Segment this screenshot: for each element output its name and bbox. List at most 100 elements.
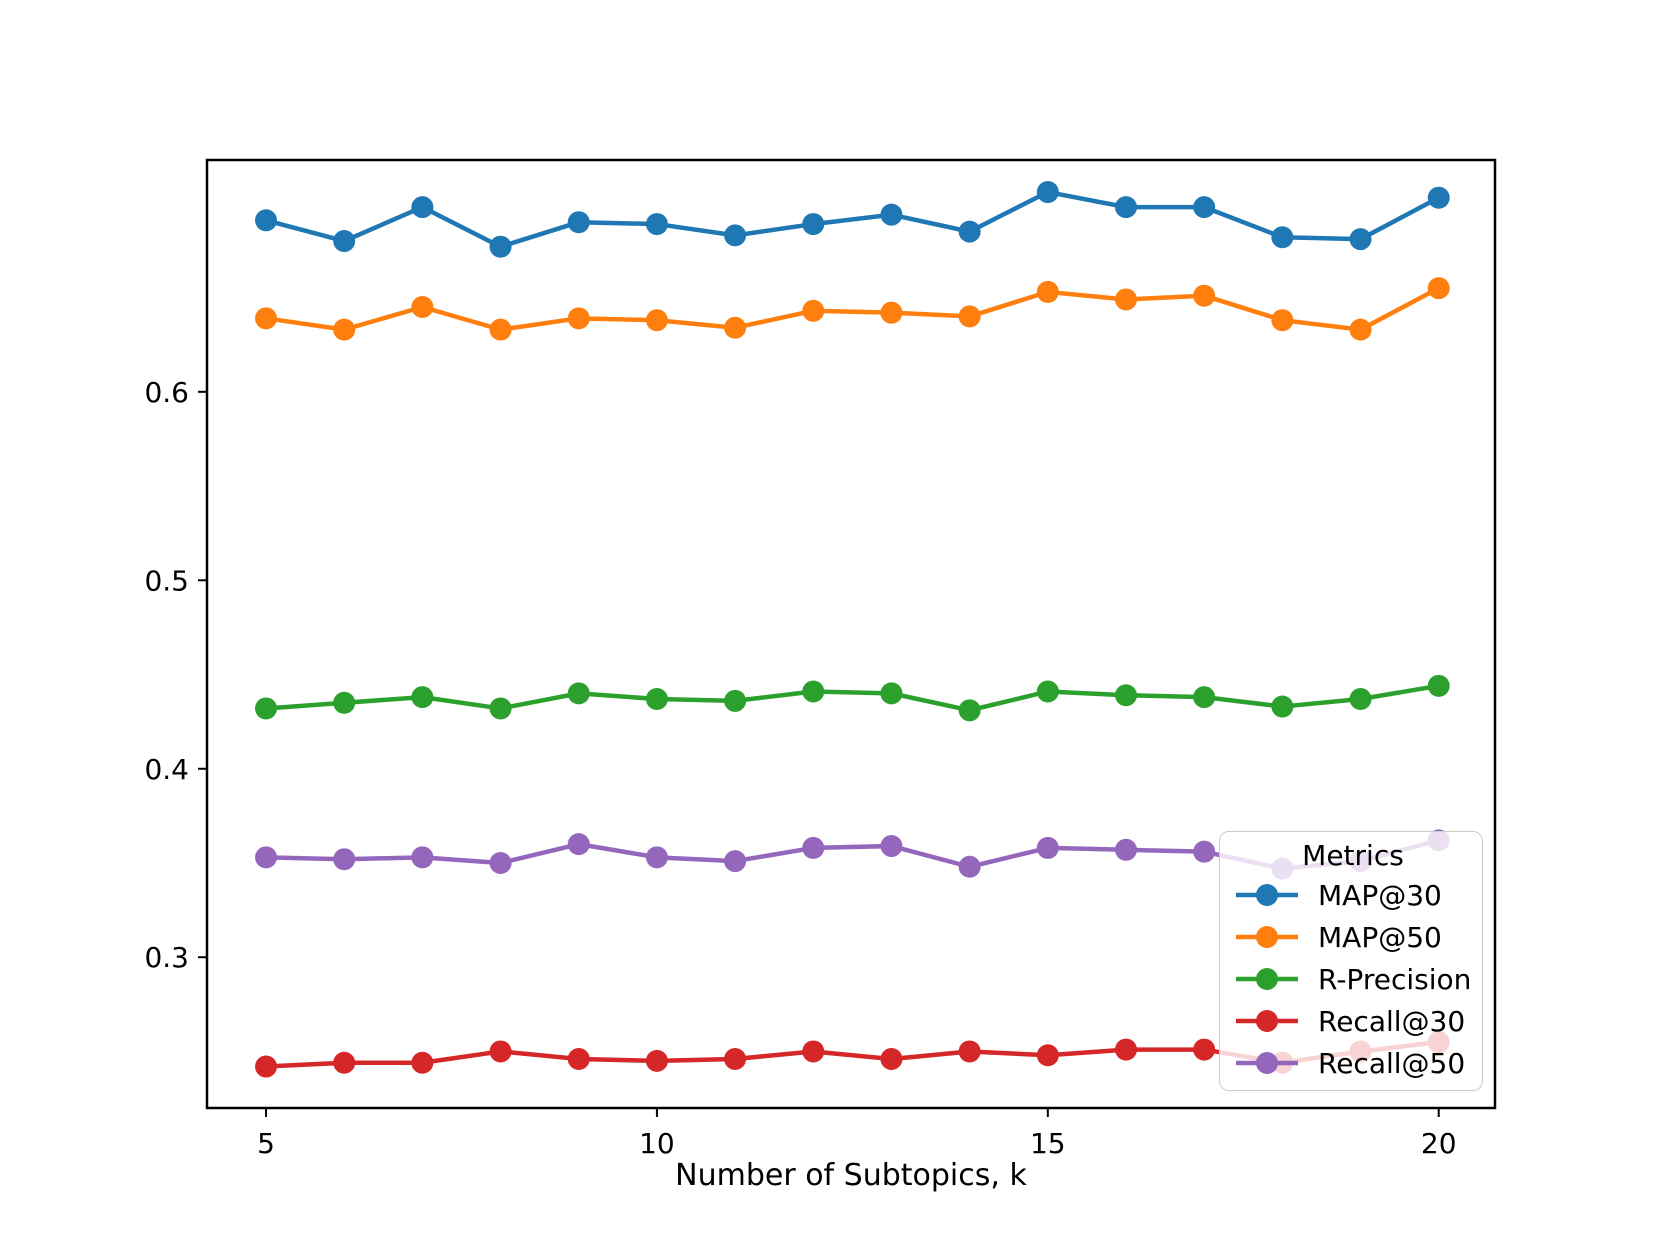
series-marker-rprecision [255, 697, 278, 720]
series-marker-recall30 [880, 1047, 903, 1070]
x-tick-label: 5 [257, 1127, 275, 1160]
x-axis-label: Number of Subtopics, k [675, 1158, 1027, 1193]
series-marker-recall30 [255, 1055, 278, 1078]
series-marker-recall50 [255, 846, 278, 869]
series-marker-map30 [645, 213, 668, 236]
series-marker-map30 [567, 211, 590, 234]
series-marker-map50 [958, 305, 981, 328]
series-marker-recall30 [1036, 1044, 1059, 1067]
series-marker-recall30 [645, 1049, 668, 1072]
series-marker-map50 [255, 307, 278, 330]
y-tick-label: 0.3 [144, 941, 189, 974]
series-marker-rprecision [567, 682, 590, 705]
x-tick-label: 20 [1421, 1127, 1457, 1160]
series-marker-map30 [1271, 226, 1294, 249]
series-marker-map50 [724, 316, 747, 339]
series-marker-recall30 [567, 1047, 590, 1070]
series-marker-recall50 [645, 846, 668, 869]
series-marker-map50 [567, 307, 590, 330]
series-marker-recall30 [1193, 1038, 1216, 1061]
series-marker-map30 [1427, 186, 1450, 209]
y-tick-label: 0.6 [144, 376, 189, 409]
series-marker-recall30 [489, 1040, 512, 1063]
legend-entry-map30: MAP@30 [1234, 874, 1472, 916]
series-marker-rprecision [1349, 688, 1372, 711]
series-marker-recall30 [333, 1051, 356, 1074]
series-marker-recall50 [724, 850, 747, 873]
x-tick-label: 10 [639, 1127, 675, 1160]
series-marker-map30 [411, 196, 434, 219]
legend-line-sample-recall50 [1236, 1052, 1298, 1074]
legend-line-sample-map50 [1236, 926, 1298, 948]
series-marker-map50 [1349, 318, 1372, 341]
series-marker-map30 [1193, 196, 1216, 219]
series-marker-recall50 [567, 833, 590, 856]
series-marker-map30 [489, 235, 512, 258]
legend-label-rprecision: R-Precision [1318, 962, 1472, 996]
series-marker-map30 [724, 224, 747, 247]
legend-line-sample-map30 [1236, 884, 1298, 906]
legend-entry-recall50: Recall@50 [1234, 1042, 1472, 1084]
series-marker-map50 [880, 301, 903, 324]
series-marker-rprecision [880, 682, 903, 705]
series-marker-recall50 [1114, 838, 1137, 861]
plot-border [205, 158, 1497, 1110]
series-marker-recall50 [489, 851, 512, 874]
series-marker-recall30 [1114, 1038, 1137, 1061]
series-marker-rprecision [645, 688, 668, 711]
x-tick-label: 15 [1030, 1127, 1066, 1160]
y-tick-label: 0.4 [144, 753, 189, 786]
legend-entry-recall30: Recall@30 [1234, 1000, 1472, 1042]
series-marker-map50 [1114, 288, 1137, 311]
series-marker-map50 [1271, 309, 1294, 332]
series-marker-recall50 [880, 835, 903, 858]
legend-title: Metrics [1302, 839, 1404, 872]
series-line-map30 [265, 189, 1440, 249]
series-marker-map50 [1193, 284, 1216, 307]
series-marker-map30 [880, 203, 903, 226]
legend-line-sample-recall30 [1236, 1010, 1298, 1032]
series-marker-rprecision [1427, 674, 1450, 697]
series-marker-recall50 [411, 846, 434, 869]
series-marker-rprecision [802, 680, 825, 703]
legend: Metrics MAP@30 MAP@50 R-Precision Recall@30… [1219, 831, 1483, 1091]
series-marker-map30 [802, 213, 825, 236]
series-marker-recall50 [958, 855, 981, 878]
series-marker-rprecision [411, 686, 434, 709]
series-marker-map30 [333, 230, 356, 253]
series-marker-rprecision [1271, 695, 1294, 718]
series-marker-map30 [958, 220, 981, 243]
series-marker-recall50 [1193, 840, 1216, 863]
legend-entry-map50: MAP@50 [1234, 916, 1472, 958]
legend-label-recall50: Recall@50 [1318, 1046, 1466, 1080]
legend-label-recall30: Recall@30 [1318, 1004, 1466, 1038]
series-marker-recall50 [333, 848, 356, 871]
series-marker-rprecision [333, 691, 356, 714]
series-marker-map50 [645, 309, 668, 332]
series-marker-recall50 [802, 836, 825, 859]
series-marker-map30 [1036, 181, 1059, 204]
series-marker-rprecision [958, 699, 981, 722]
series-marker-rprecision [1193, 686, 1216, 709]
legend-line-sample-rprecision [1236, 968, 1298, 990]
series-marker-map30 [1114, 196, 1137, 219]
legend-label-map50: MAP@50 [1318, 920, 1442, 954]
series-marker-rprecision [1114, 684, 1137, 707]
series-marker-recall30 [958, 1040, 981, 1063]
series-marker-map50 [802, 299, 825, 322]
legend-entry-rprecision: R-Precision [1234, 958, 1472, 1000]
legend-label-map30: MAP@30 [1318, 878, 1442, 912]
series-marker-rprecision [489, 697, 512, 720]
series-marker-recall50 [1036, 836, 1059, 859]
series-marker-recall30 [802, 1040, 825, 1063]
series-marker-rprecision [724, 689, 747, 712]
series-marker-map50 [1036, 280, 1059, 303]
series-marker-map30 [255, 209, 278, 232]
series-line-map50 [265, 286, 1440, 332]
series-marker-map50 [489, 318, 512, 341]
series-marker-map30 [1349, 228, 1372, 251]
series-marker-map50 [333, 318, 356, 341]
series-marker-recall30 [411, 1051, 434, 1074]
series-marker-recall30 [724, 1047, 747, 1070]
